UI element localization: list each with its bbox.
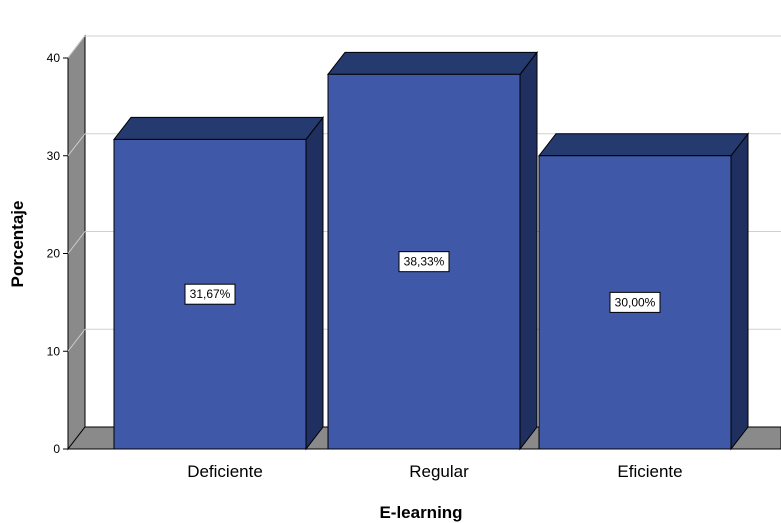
x-tick-label: Eficiente xyxy=(617,462,682,481)
x-tick-label: Regular xyxy=(409,462,469,481)
y-axis-title: Porcentaje xyxy=(8,201,27,288)
bars: 31,67% 38,33% 30,00% xyxy=(112,50,750,451)
data-label-box xyxy=(398,251,450,273)
x-axis-title: E-learning xyxy=(379,503,462,522)
gridline-side xyxy=(67,35,86,59)
bar-top xyxy=(537,133,750,157)
gridline-side xyxy=(67,231,86,254)
bar-top xyxy=(326,51,539,75)
y-tick-label: 20 xyxy=(47,247,61,261)
bar-regular: 38,33% xyxy=(326,50,539,451)
y-tick-label: 0 xyxy=(53,442,60,456)
y-tick-label: 30 xyxy=(47,149,61,163)
gridline-side xyxy=(67,328,86,352)
y-tick-label: 10 xyxy=(47,344,61,358)
bar-top xyxy=(112,116,325,140)
data-label: 30,00% xyxy=(615,295,656,309)
y-axis-ticks: 0 10 20 30 40 xyxy=(47,51,68,456)
x-tick-label: Deficiente xyxy=(187,462,263,481)
y-tick-label: 40 xyxy=(47,51,61,65)
data-label-box xyxy=(609,291,661,313)
bar-eficiente: 30,00% xyxy=(537,132,750,451)
data-label: 38,33% xyxy=(404,255,445,269)
bar-side xyxy=(305,115,324,451)
x-axis-ticks: Deficiente Regular Eficiente xyxy=(187,462,682,481)
gridline-side xyxy=(67,133,86,157)
data-label-box xyxy=(184,283,236,305)
bar-side xyxy=(730,132,749,451)
data-label: 31,67% xyxy=(190,287,231,301)
bar-deficiente: 31,67% xyxy=(112,115,325,451)
bar-side xyxy=(519,50,538,451)
